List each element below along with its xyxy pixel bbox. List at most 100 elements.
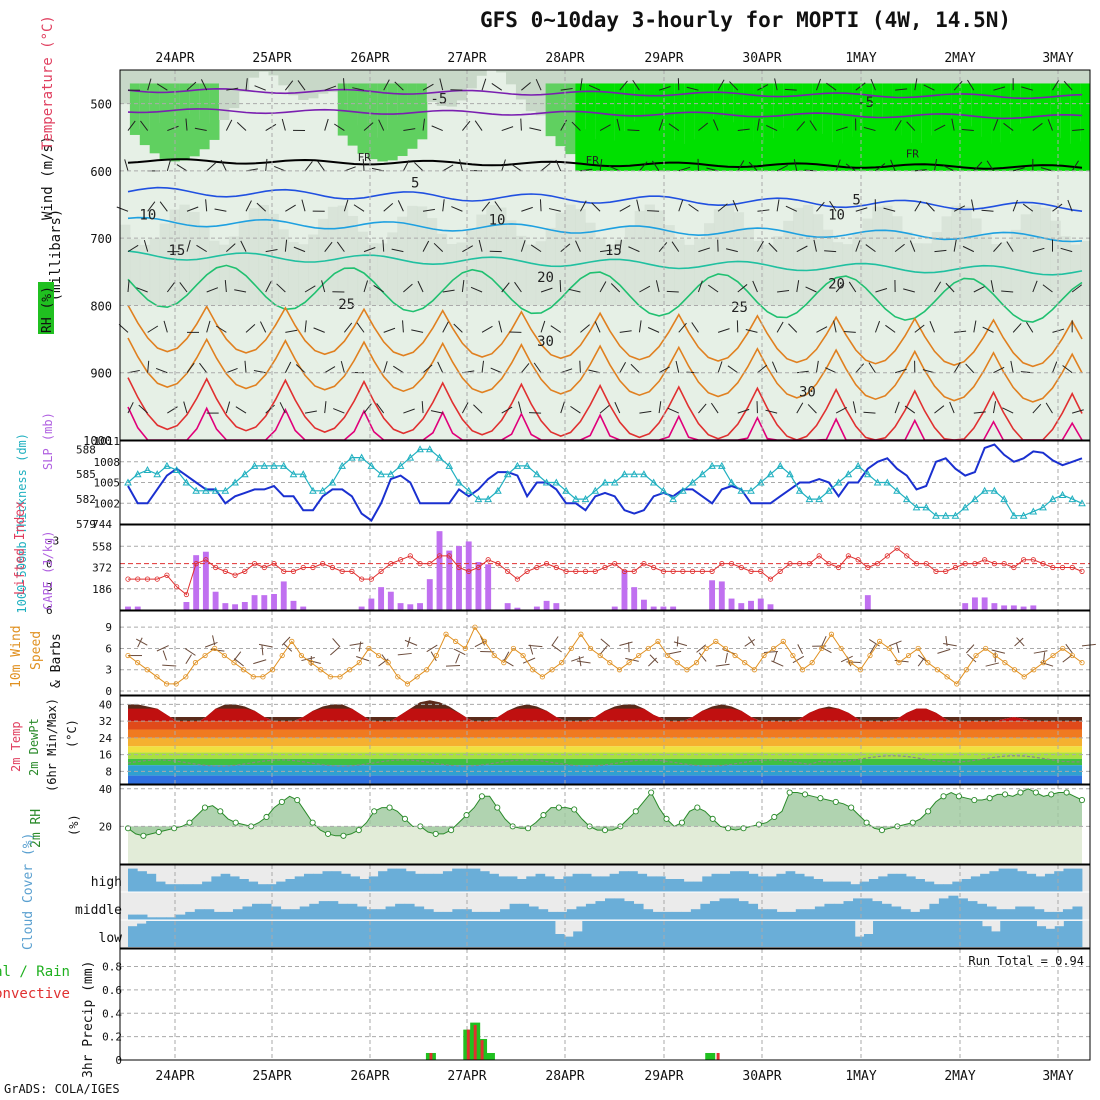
cloud-cover-cell xyxy=(490,911,501,920)
wind-barb xyxy=(1032,280,1038,293)
rh-shade-90 xyxy=(595,83,606,171)
precip-convective-bar xyxy=(429,1052,433,1060)
rh-marker xyxy=(786,789,793,796)
slp-tick: 1008 xyxy=(94,456,121,469)
wind-speed-marker xyxy=(944,674,950,680)
wind-barb xyxy=(285,204,296,212)
thickness-marker xyxy=(971,495,979,503)
precip-convective-bar xyxy=(716,1052,720,1060)
wind-speed-marker xyxy=(462,645,468,652)
wind-barb xyxy=(666,290,679,293)
wind-barb xyxy=(658,401,662,414)
wind-barb xyxy=(118,323,129,333)
cloud-cover-cell xyxy=(591,921,601,947)
cloud-cover-cell xyxy=(1017,871,1027,892)
wind-speed-marker xyxy=(857,667,863,673)
wind-barb xyxy=(619,361,627,373)
contour-label: 15 xyxy=(605,243,622,259)
cloud-cover-cell xyxy=(665,879,675,892)
wind-barb xyxy=(962,245,975,253)
date-label-bottom: 3MAY xyxy=(1042,1069,1073,1084)
wind-barb-10m xyxy=(773,651,778,662)
cloud-cover-cell xyxy=(730,871,740,892)
thickness-marker xyxy=(737,486,746,494)
cloud-cover-cell xyxy=(242,906,253,920)
wind-barb xyxy=(945,282,955,293)
wind-barb-10m xyxy=(715,663,730,667)
wind-barb-10m xyxy=(503,651,510,662)
cloud-cover-cell xyxy=(673,921,683,947)
wind-barb-10m xyxy=(551,644,562,653)
rh-marker xyxy=(1048,791,1055,798)
rh-marker xyxy=(232,819,239,826)
wind-barb xyxy=(324,241,333,252)
cloud-cover-cell xyxy=(1027,921,1037,947)
cape-bar xyxy=(426,579,433,610)
cape-bar xyxy=(290,600,297,610)
wind-speed-marker xyxy=(905,652,912,659)
wind-barb xyxy=(1032,122,1043,131)
wind-barb xyxy=(185,118,188,131)
cloud-cover-cell xyxy=(605,898,615,920)
wind-speed-marker xyxy=(867,652,873,659)
cloud-cover-cell xyxy=(1045,928,1056,947)
wind-barb xyxy=(293,246,306,253)
date-label-bottom: 29APR xyxy=(644,1069,683,1084)
wind-barb xyxy=(894,243,905,253)
cloud-cover-cell xyxy=(359,879,370,892)
lifted-index-marker xyxy=(991,561,997,567)
wind-barb xyxy=(196,244,207,253)
wind-barb-10m xyxy=(137,637,143,648)
wind-barb xyxy=(147,201,156,212)
wind-barb xyxy=(462,120,471,131)
wind-barb xyxy=(363,280,369,293)
thickness-marker xyxy=(1010,511,1018,519)
wind-barb xyxy=(461,402,469,414)
lifted-index-marker xyxy=(378,568,384,574)
cloud-cover-cell xyxy=(843,901,854,920)
rh-shade-90 xyxy=(664,83,675,171)
wind-barb xyxy=(116,206,129,212)
wind-speed-marker xyxy=(549,667,555,673)
contour-label: 25 xyxy=(731,300,748,316)
wind-barb xyxy=(176,164,188,172)
run-total-text: Run Total = 0.94 xyxy=(968,954,1084,968)
lifted-index-marker xyxy=(320,561,326,567)
slp-tick: 1002 xyxy=(94,497,121,510)
lifted-index-marker xyxy=(641,561,647,567)
cloud-cover-cell xyxy=(191,921,202,947)
wind-barb xyxy=(422,83,434,91)
rh-shade-90 xyxy=(793,83,804,171)
rh-shade-70 xyxy=(327,70,339,93)
thickness-tick: 588 xyxy=(76,443,96,456)
cloud-cover-cell xyxy=(220,873,231,892)
wind-barb xyxy=(284,80,294,91)
wind-barb xyxy=(1022,203,1034,212)
contour-label: FR xyxy=(906,147,920,160)
wind-barb-10m xyxy=(985,662,999,667)
rh-marker xyxy=(309,819,316,826)
lifted-index-marker xyxy=(242,568,248,574)
cloud-cover-cell xyxy=(356,906,367,920)
rh-shade-90 xyxy=(387,83,398,161)
cloud-cover-cell xyxy=(544,876,555,892)
wind-barb xyxy=(200,79,208,91)
thickness-marker xyxy=(309,486,317,494)
wind-speed-marker xyxy=(886,645,892,652)
rh-shade-50 xyxy=(634,210,646,306)
rh-shade-70 xyxy=(258,70,269,72)
cape-bar xyxy=(271,594,277,610)
wind-speed-marker xyxy=(212,645,218,652)
wind-barb xyxy=(304,320,307,333)
wind-barb xyxy=(225,119,233,131)
rh-shade-50 xyxy=(426,218,438,306)
cloud-cover-cell xyxy=(891,906,902,920)
cloud-cover-cell xyxy=(818,921,828,947)
rh-marker xyxy=(340,832,347,839)
rh-shade-50 xyxy=(407,205,418,306)
rh-shade-50 xyxy=(515,235,527,306)
wind-barb xyxy=(993,119,999,131)
lifted-index-marker xyxy=(1030,557,1036,563)
cape-bar xyxy=(981,597,988,610)
wind-speed-marker xyxy=(424,667,430,673)
